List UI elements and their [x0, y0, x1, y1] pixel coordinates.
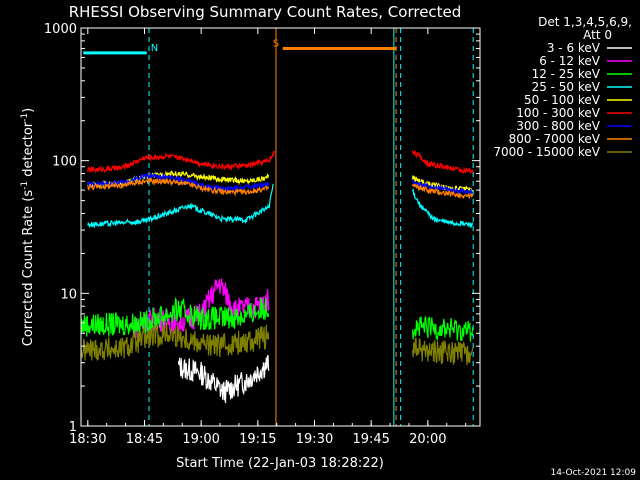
- y-label-part-3: ): [21, 108, 36, 113]
- x-tick-label-3: 19:15: [239, 432, 276, 447]
- y-label-sup-2: -1: [20, 113, 30, 122]
- chart-title: RHESSI Observing Summary Count Rates, Co…: [69, 3, 462, 21]
- series-line-6-1: [411, 179, 473, 196]
- y-tick-label-2: 100: [52, 155, 77, 170]
- y-label-part-2: detector: [21, 121, 36, 181]
- series-line-7-1: [411, 183, 474, 200]
- series-line-2-0: [80, 296, 270, 337]
- y-tick-label-1: 10: [60, 287, 77, 302]
- time-markers: [148, 28, 474, 426]
- x-tick-label-0: 18:30: [69, 432, 106, 447]
- y-tick-label-0: 1: [69, 420, 77, 435]
- series-line-2-1: [411, 315, 474, 342]
- series-lines: [80, 150, 474, 404]
- legend-label-6: 300 - 800 keV: [516, 119, 600, 133]
- y-label-part-1: Corrected Count Rate (s: [21, 190, 36, 347]
- y-axis-ticks: 1 10 100 1000: [44, 22, 480, 435]
- series-line-5-0: [87, 150, 276, 174]
- footer-date: 14-Oct-2021 12:09: [551, 468, 637, 478]
- legend-header-1: Det 1,3,4,5,6,9,: [538, 15, 632, 29]
- legend-label-3: 25 - 50 keV: [532, 80, 601, 94]
- plot-frame: [80, 27, 481, 427]
- series-line-3-1: [411, 188, 474, 229]
- series-line-5-1: [411, 150, 474, 175]
- series-line-7-0: [87, 177, 270, 197]
- x-tick-label-4: 19:30: [296, 432, 333, 447]
- legend-label-7: 800 - 7000 keV: [509, 132, 601, 146]
- annotation-label-N: N: [151, 43, 158, 54]
- y-label-sup-1: -1: [20, 181, 30, 190]
- legend-label-1: 6 - 12 keV: [539, 54, 601, 68]
- annotation-label-S: S: [273, 39, 279, 50]
- legend-label-4: 50 - 100 keV: [524, 93, 601, 107]
- x-tick-label-1: 18:45: [126, 432, 163, 447]
- x-tick-label-5: 19:45: [352, 432, 389, 447]
- legend-label-5: 100 - 300 keV: [516, 106, 600, 120]
- x-tick-label-6: 20:00: [409, 432, 446, 447]
- series-line-3-0: [87, 183, 274, 229]
- legend-label-0: 3 - 6 keV: [547, 41, 601, 55]
- series-line-0-0: [177, 354, 270, 404]
- series-line-8-1: [411, 337, 474, 366]
- legend-label-8: 7000 - 15000 keV: [493, 145, 600, 159]
- series-line-8-0: [80, 322, 270, 361]
- y-tick-label-3: 1000: [44, 22, 77, 37]
- x-tick-label-2: 19:00: [182, 432, 219, 447]
- x-axis-ticks: 18:30 18:45 19:00 19:15 19:30 19:45 20:00: [69, 28, 467, 447]
- x-axis-label: Start Time (22-Jan-03 18:28:22): [176, 456, 384, 471]
- legend-header-2: Att 0: [583, 28, 612, 42]
- legend-label-2: 12 - 25 keV: [532, 67, 601, 81]
- y-axis-label: Corrected Count Rate (s-1 detector-1): [20, 108, 36, 346]
